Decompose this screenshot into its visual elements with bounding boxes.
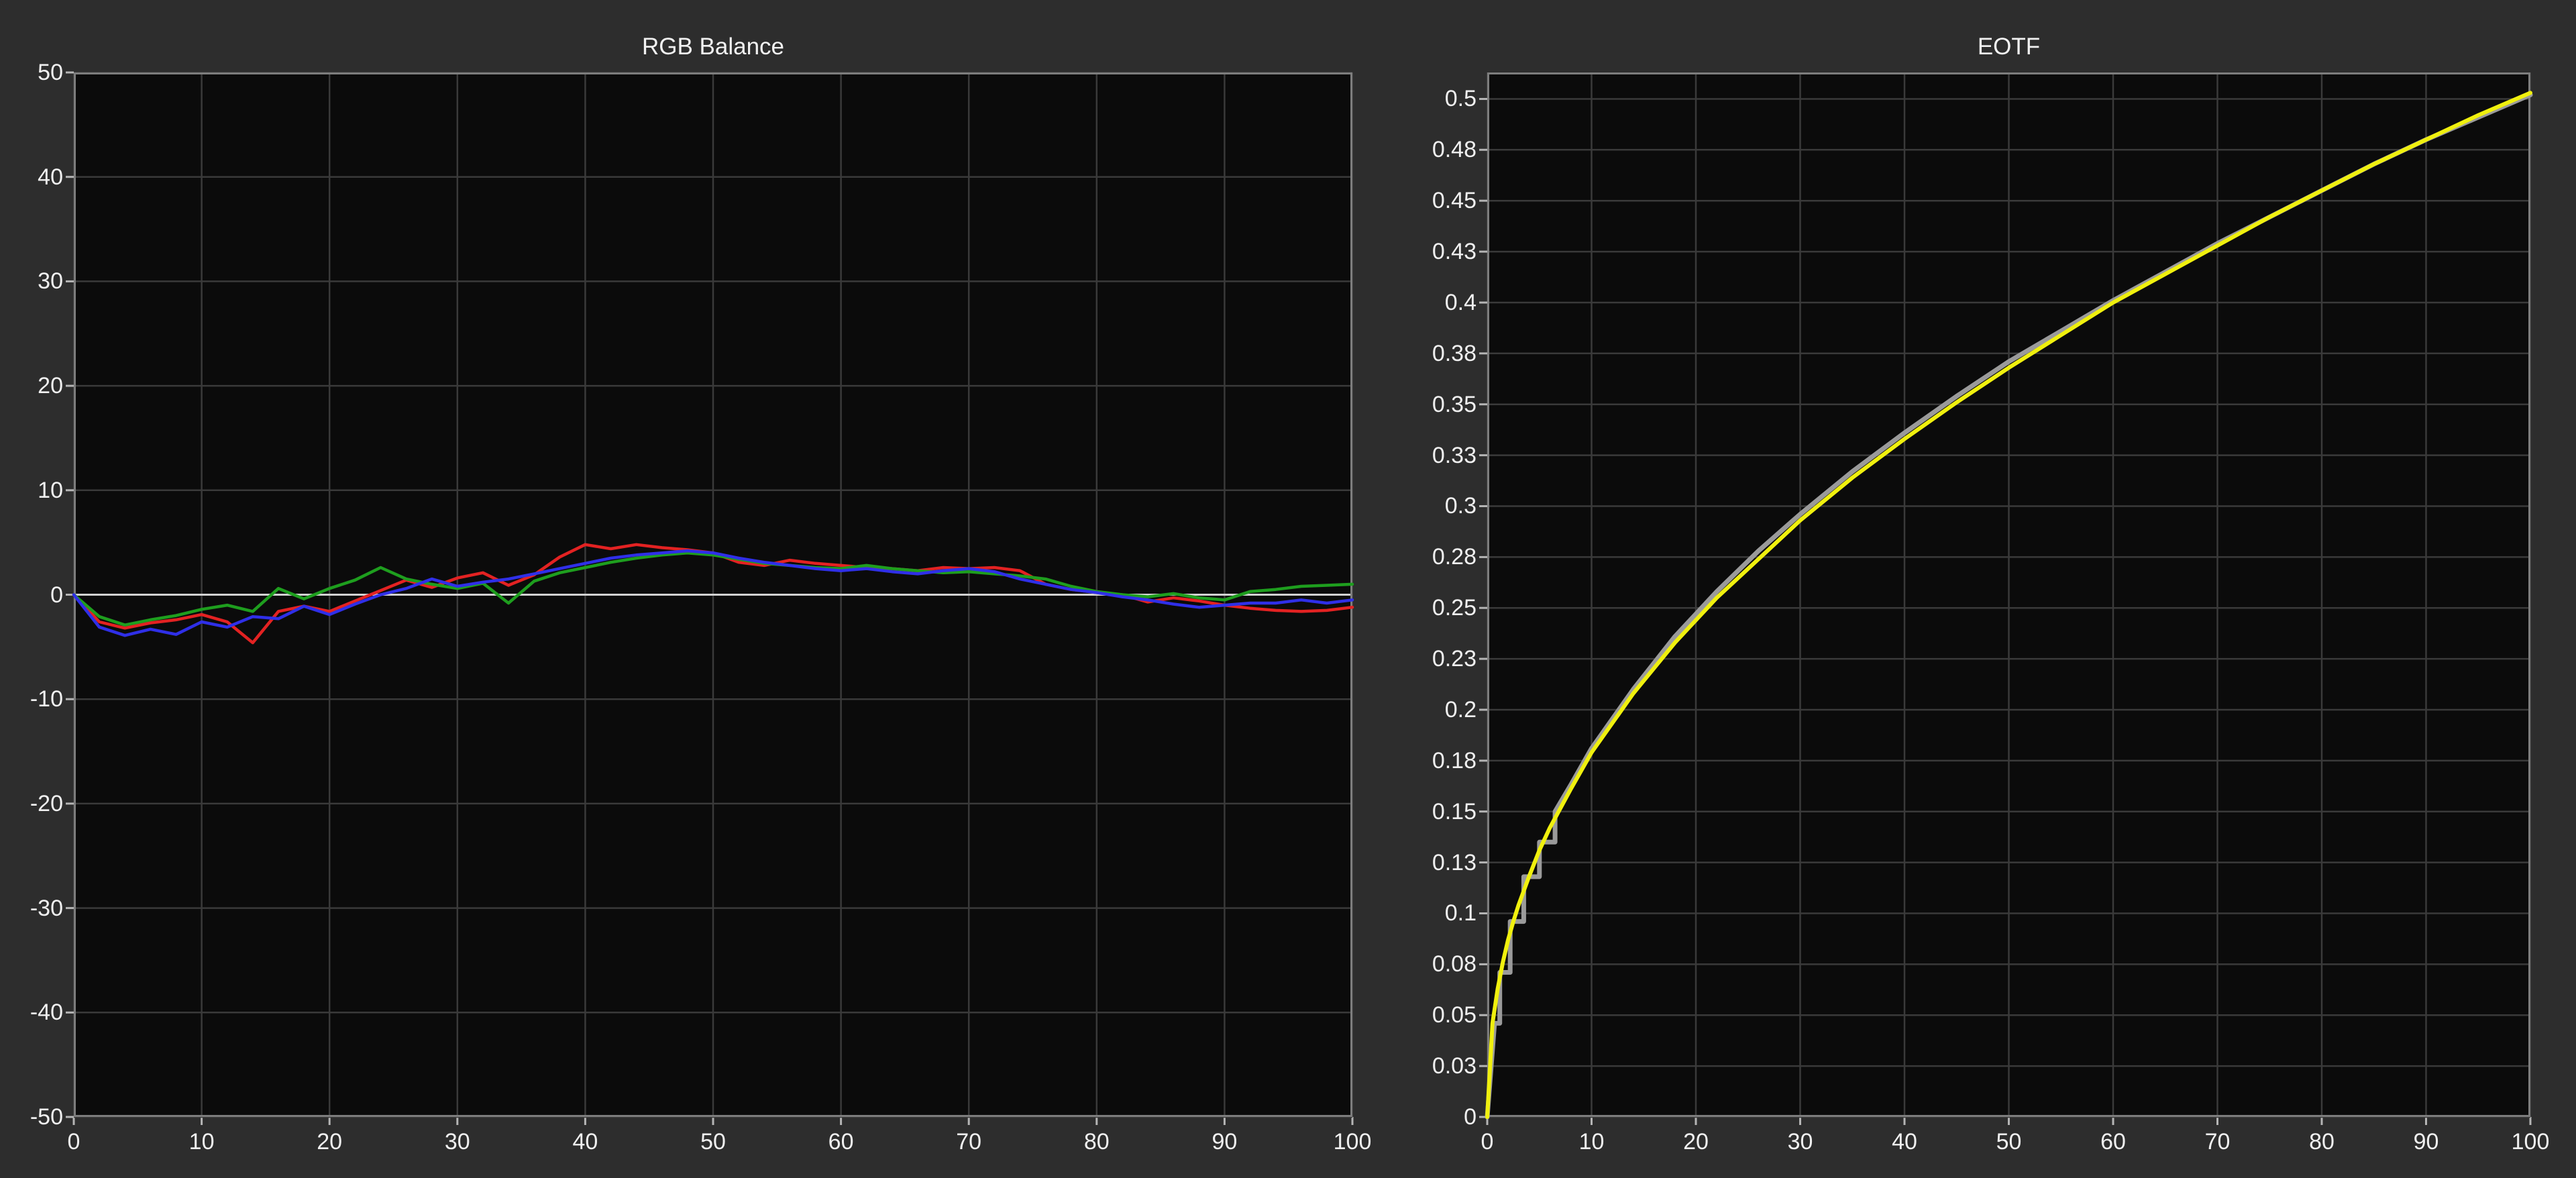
- x-tick-label: 60: [828, 1129, 854, 1155]
- y-tick-label: 40: [38, 164, 63, 190]
- x-tick-label: 40: [572, 1129, 598, 1155]
- y-tick-label: 0: [50, 582, 63, 608]
- y-tick-label: 0.45: [1432, 188, 1477, 214]
- y-tick-label: 0.2: [1444, 696, 1477, 722]
- y-tick-label: 0.38: [1432, 340, 1477, 366]
- y-tick-label: 0.5: [1444, 86, 1477, 112]
- x-tick-label: 30: [444, 1129, 470, 1155]
- y-tick-label: 0: [1464, 1104, 1477, 1130]
- x-tick-label: 100: [2511, 1129, 2550, 1155]
- y-tick-label: 0.23: [1432, 646, 1477, 672]
- y-tick-label: 0.05: [1432, 1002, 1477, 1028]
- y-tick-label: 10: [38, 477, 63, 503]
- x-tick-label: 50: [1996, 1129, 2022, 1155]
- blue-balance-line: [72, 549, 1354, 637]
- x-tick-label: 100: [1333, 1129, 1372, 1155]
- y-tick-label: 0.18: [1432, 747, 1477, 773]
- green-balance-line: [72, 551, 1354, 627]
- y-tick-label: 50: [38, 60, 63, 85]
- y-tick-label: 0.1: [1444, 900, 1477, 926]
- y-tick-label: 20: [38, 373, 63, 399]
- y-tick-label: 0.28: [1432, 544, 1477, 570]
- x-tick-label: 90: [2413, 1129, 2439, 1155]
- x-tick-label: 70: [2204, 1129, 2231, 1155]
- x-tick-label: 80: [2309, 1129, 2334, 1155]
- y-tick-label: 0.35: [1432, 391, 1477, 417]
- y-tick-label: 0.08: [1432, 951, 1477, 977]
- x-tick-label: 20: [317, 1129, 343, 1155]
- rgb-balance-title: RGB Balance: [641, 34, 785, 60]
- x-tick-label: 10: [1578, 1129, 1605, 1155]
- y-tick-label: 0.43: [1432, 239, 1477, 265]
- x-tick-label: 60: [2100, 1129, 2126, 1155]
- y-tick-label: -20: [30, 790, 63, 816]
- x-tick-label: 30: [1787, 1129, 1813, 1155]
- y-tick-label: -30: [30, 895, 63, 921]
- y-tick-label: 0.4: [1444, 289, 1477, 315]
- x-tick-label: 0: [67, 1129, 80, 1155]
- rgb-balance-plot: [66, 71, 1354, 1125]
- y-tick-label: 0.33: [1432, 442, 1477, 468]
- x-tick-label: 50: [700, 1129, 726, 1155]
- y-tick-label: 0.48: [1432, 137, 1477, 163]
- y-tick-label: -50: [30, 1104, 63, 1130]
- x-tick-label: 40: [1892, 1129, 1917, 1155]
- y-tick-label: 0.03: [1432, 1053, 1477, 1079]
- y-tick-label: 0.3: [1444, 493, 1477, 519]
- x-tick-label: 90: [1212, 1129, 1238, 1155]
- y-tick-label: -10: [30, 686, 63, 712]
- eotf-title: EOTF: [1977, 34, 2041, 60]
- x-tick-label: 80: [1083, 1129, 1110, 1155]
- y-tick-label: 0.25: [1432, 595, 1477, 621]
- x-tick-label: 0: [1481, 1129, 1494, 1155]
- x-tick-label: 10: [189, 1129, 215, 1155]
- y-tick-label: -40: [30, 1000, 63, 1026]
- x-tick-label: 70: [956, 1129, 982, 1155]
- eotf-plot: [1479, 72, 2533, 1125]
- y-tick-label: 0.15: [1432, 798, 1477, 824]
- x-tick-label: 20: [1683, 1129, 1709, 1155]
- y-tick-label: 0.13: [1432, 849, 1477, 875]
- measured-eotf-line: [1485, 91, 2532, 1119]
- y-tick-label: 30: [38, 268, 63, 294]
